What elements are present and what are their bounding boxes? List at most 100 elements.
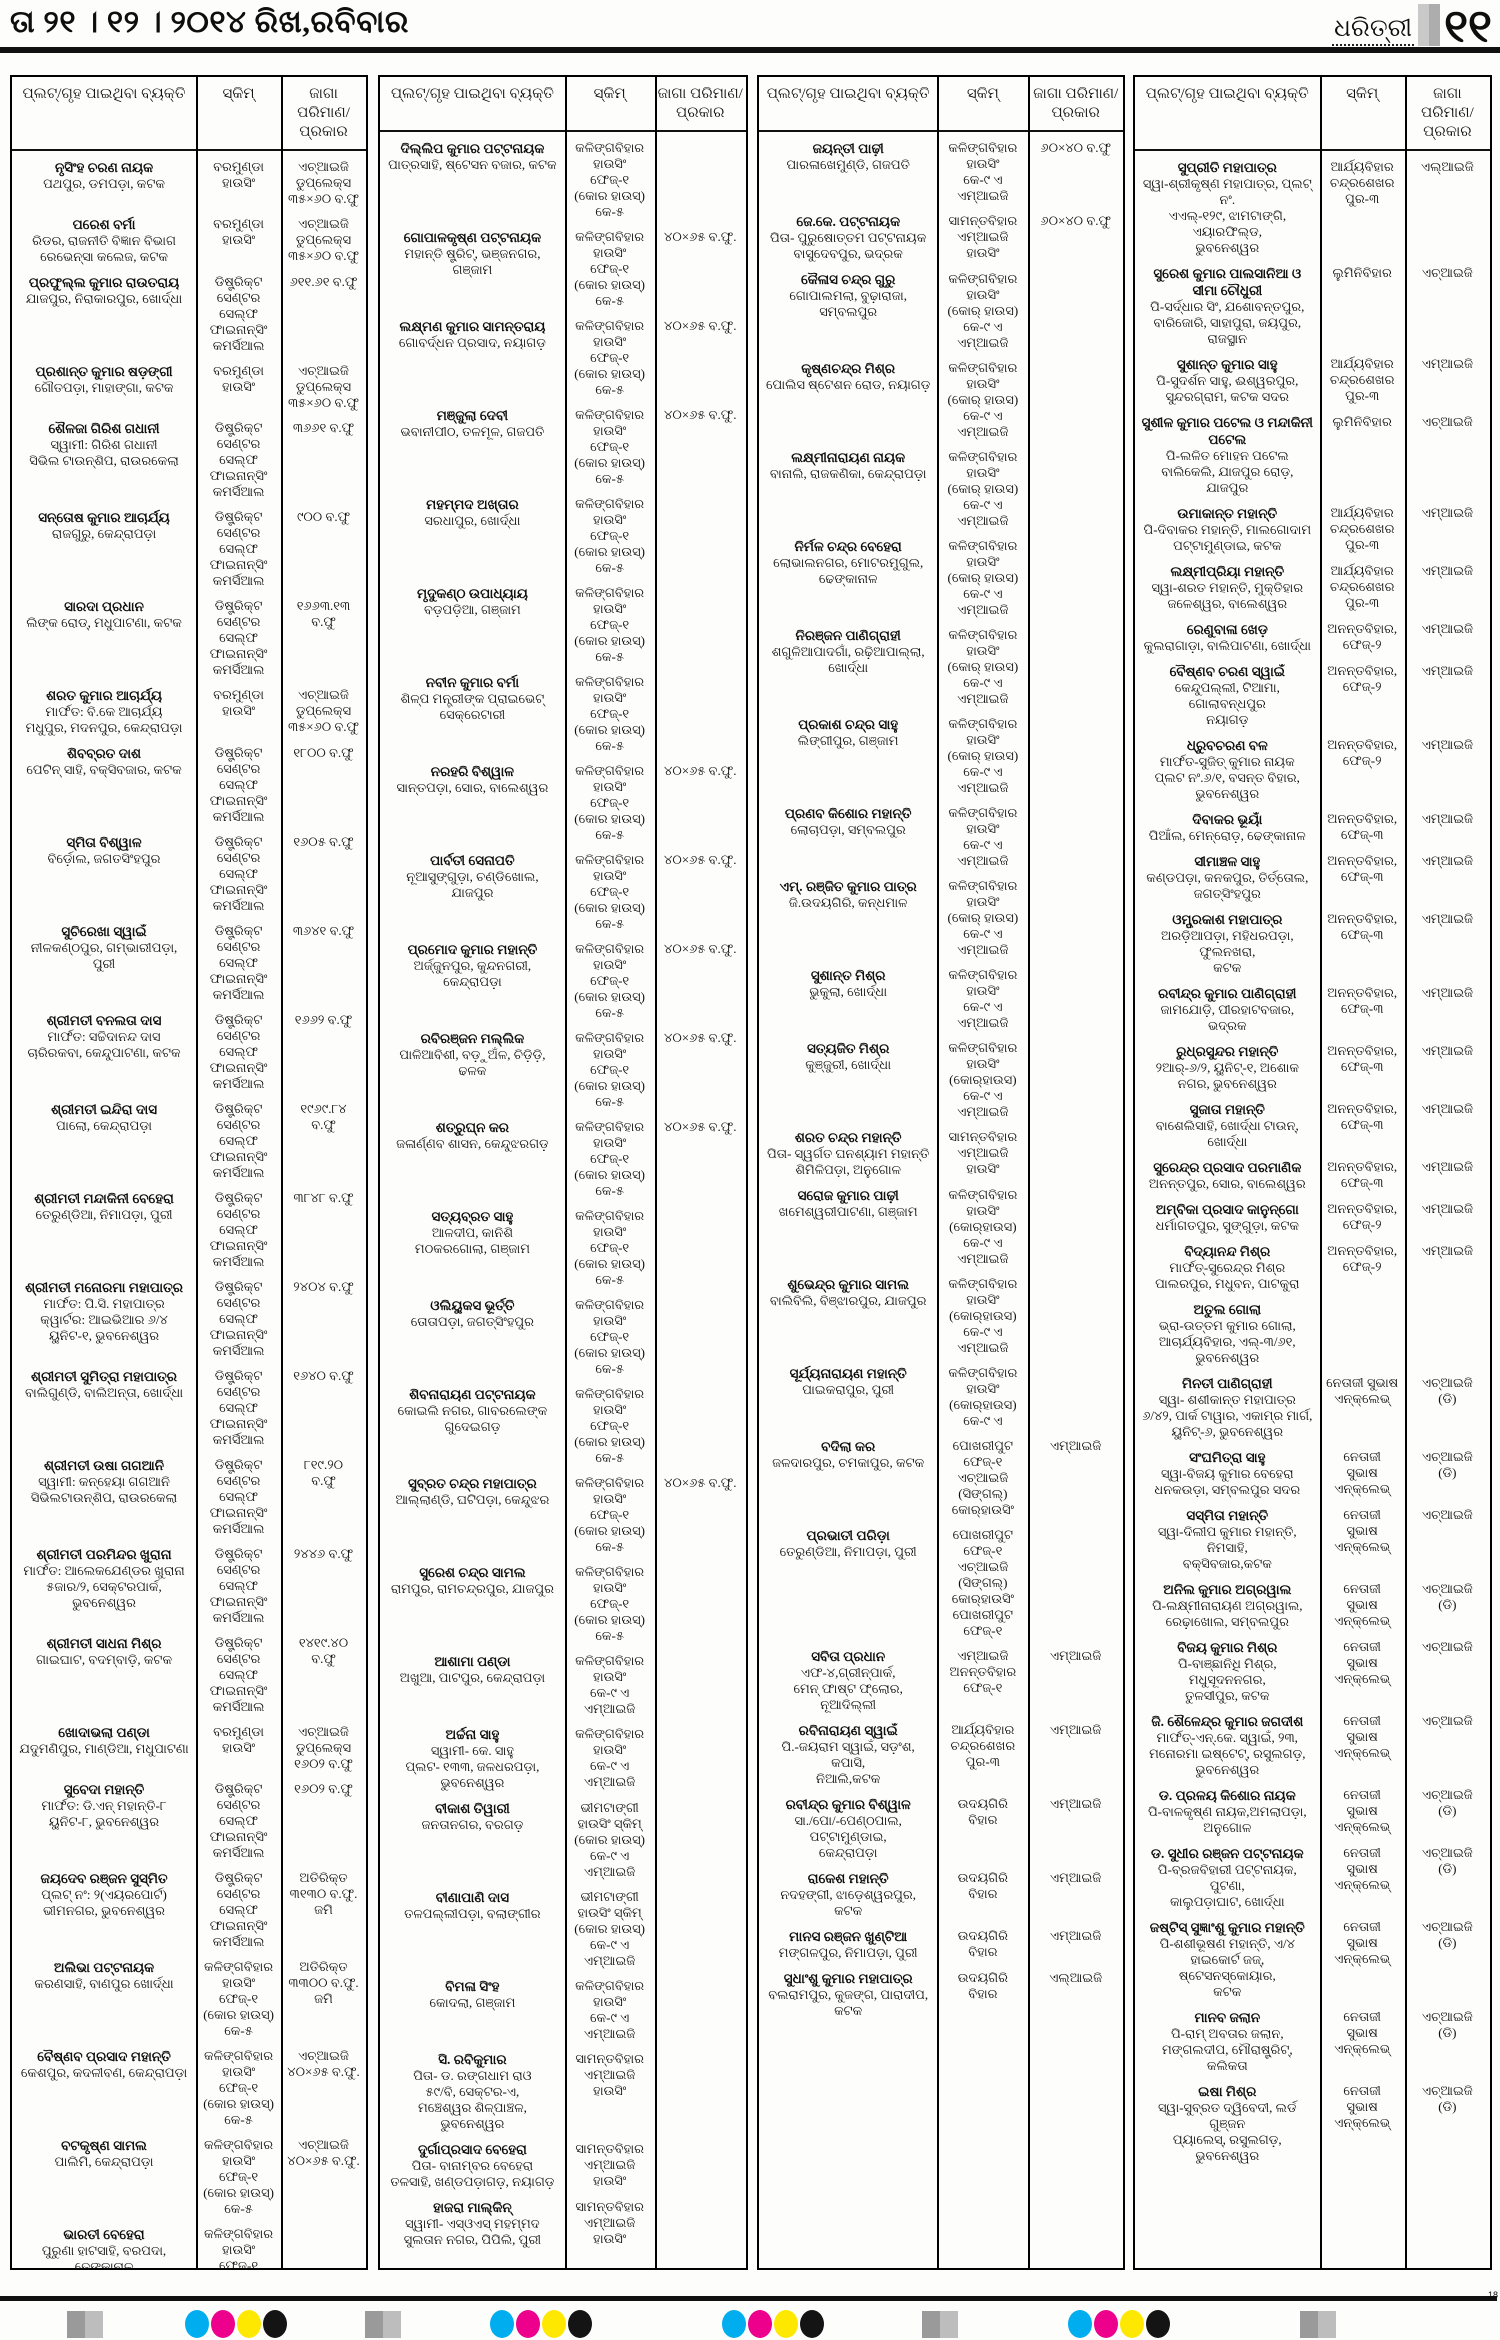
person-address: ୨ଆର୍-୬/୨, ୟୁନିଟ୍-୧, ଅଶୋକ ନଗର, ଭୁବନେଶ୍ୱର	[1155, 1060, 1299, 1091]
person-cell: ରୁଧ୍ରସୁନ୍ଦର ମହାନ୍ତି ୨ଆର୍-୬/୨, ୟୁନିଟ୍-୧, ଅ…	[1135, 1043, 1320, 1092]
person-name: ଦିଲ୍ଲିପ କୁମାର ପଟ୍ଟନାୟକ	[400, 141, 545, 156]
person-cell: ପ୍ରଫୁଲ୍ଲ କୁମାର ରାଉତରାୟ ଯାଜପୁର, ନିରାକାରପୁର…	[12, 274, 196, 354]
person-address: ସ୍ୱାମୀ: କନ୍ହେୟା ଗଗଆନି ସିଭିଲଟାଉନ୍‌ଶିପ, ରା…	[30, 1474, 178, 1505]
area-cell: ଏଚ୍ଆଇଜି ଡୁପ୍ଲେକ୍ସ ୩୫×୬୦ ବ.ଫୁ	[287, 216, 360, 263]
masthead-gray-block	[1418, 4, 1441, 46]
person-cell: ଶ୍ରୀମତୀ ବନଲତା ଦାସ ମାର୍ଫତ: ସଚ୍ଚିଦାନନ୍ଦ ଦାସ…	[12, 1012, 196, 1092]
person-name: ଜୟନ୍ତୀ ପାଢ଼ୀ	[812, 141, 884, 156]
table-row: ସନ୍ତୋଷ କୁମାର ଆଚାର୍ଯ୍ୟ ରାଜଗୁରୁ, କେନ୍ଦ୍ରାପଡ…	[12, 509, 366, 589]
area-cell: ୪୦×୬୫ ବ.ଫୁ.	[664, 1030, 737, 1045]
person-cell: ସୂର୍ଯ୍ୟନାରାୟଣ ମହାନ୍ତି ପାଇକରାପୁର, ପୁରୀ	[759, 1365, 937, 1429]
magenta-dot	[748, 2310, 772, 2338]
table-row: ମାନବ ଜଲାନ ପି-ରାମ୍ ଅବତାର ଜଲାନ, ମଙ୍ଗଲଦୀପ, ମ…	[1135, 2009, 1490, 2074]
table-row: ସ୍ମିତା ବିଶ୍ୱାଳ ବିର୍ଡ଼ୋଲ, ଜଗତସିଂହପୁର ଡିଷ୍ଟ୍…	[12, 834, 366, 914]
table-row: ସରୋଜ କୁମାର ପାଢ଼ୀ ଖମେଶ୍ୱରୀପାଟଣା, ଗଞ୍ଜାମ କଳି…	[759, 1187, 1123, 1267]
person-address: ମହାନ୍ତି ଷ୍ଟ୍ରିଟ୍, ଭଞ୍ଜନଗର, ଗଞ୍ଜାମ	[404, 246, 541, 277]
table-header-person: ପ୍ଲଟ୍/ଗୃହ ପାଇଥିବା ବ୍ୟକ୍ତି	[1145, 86, 1309, 102]
area-cell: ଏଲ୍ଆଇଜି	[1049, 1970, 1103, 1985]
person-address: ନୂଆସୁଙ୍ଗୁଡ଼ା, ଚଣ୍ଡିଖୋଲ, ଯାଜପୁର	[406, 869, 539, 900]
person-name: ସବିତା ପ୍ରଧାନ	[811, 1649, 886, 1664]
cyan-dot	[1068, 2310, 1092, 2338]
area-cell: ଏମ୍ଆଇଜି	[1050, 1722, 1102, 1737]
scheme-cell: ଡିଷ୍ଟ୍ରିକ୍ଟ ସେଣ୍ଟର ସେଲ୍ଫ ଫାଇନାନ୍ସିଂ କମର୍…	[209, 1012, 268, 1091]
cmyk-dot-group	[722, 2310, 824, 2338]
allotment-table: ପ୍ଲଟ୍/ଗୃହ ପାଇଥିବା ବ୍ୟକ୍ତି ସ୍କିମ୍ ଜାଗା ପରିମ…	[757, 75, 1125, 2270]
person-name: ଏମ୍. ରଞ୍ଜିତ କୁମାର ପାତ୍ର	[779, 879, 917, 894]
area-cell: ଏମ୍ଆଇଜି	[1050, 1648, 1102, 1663]
person-name: ପରେଶ ବର୍ମା	[72, 217, 136, 232]
table-row: ଜଷ୍ଟିସ୍ ସୁଜ୍ଞାଂଶୁ କୁମାର ମହାନ୍ତି ପି-ଶଶୀଭୂଷ…	[1135, 1919, 1490, 2000]
area-cell: ୧୪୧୯.୪୦ ବ.ଫୁ	[298, 1635, 349, 1666]
table-row: ବୀଣାପାଣି ଦାସ ତଳପଲ୍ଲୀପଡ଼ା, ବଲାଙ୍ଗୀର ଭୀମଟାଙ୍…	[380, 1889, 746, 1969]
area-cell: ଅତିରିକ୍ତ ୩୩୦୦ ବ.ଫୁ. ଜମି	[288, 1959, 359, 2006]
scheme-cell: କଳିଙ୍ଗବିହାର ହାଉସିଂ ଫେଜ୍-୧ (କୋର ହାଉସ୍) କେ…	[574, 1475, 645, 1554]
scheme-cell: ଡିଷ୍ଟ୍ରିକ୍ଟ ସେଣ୍ଟର ସେଲ୍ଫ ଫାଇନାନ୍ସିଂ କମର୍…	[209, 509, 268, 588]
table-row: ସୁବେଦା ମହାନ୍ତି ମାର୍ଫତ: ଡି.ଏନ୍ ମହାନ୍ତି-୮ ୟ…	[12, 1781, 366, 1861]
area-cell: ୧୬୪୦ ବ.ଫୁ	[293, 1368, 354, 1383]
person-address: ବାଲିବିଲି, ବିଞ୍ଝାରପୁର, ଯାଜପୁର	[769, 1293, 927, 1308]
gray-registration-mark	[365, 2311, 401, 2338]
person-name: ରବୀନ୍ଦ୍ର କୁମାର ବିଶ୍ୱାଳ	[785, 1797, 911, 1812]
table-row: ପ୍ରଶାନ୍ତ କୁମାର ଷଡ଼ଙ୍ଗୀ ଗୌତପଡ଼ା, ମାହାଙ୍ଗା,…	[12, 363, 366, 411]
person-address: ନଦହଙ୍ଗୀ, ଝାଡ଼େଶ୍ୱରପୁର, କଟକ	[780, 1887, 917, 1918]
person-name: ସୁପ୍ରୀତି ମହାପାତ୍ର	[1177, 160, 1277, 175]
scheme-cell: ଡିଷ୍ଟ୍ରିକ୍ଟ ସେଣ୍ଟର ସେଲ୍ଫ ଫାଇନାନ୍ସିଂ କମର୍…	[209, 1546, 268, 1625]
person-cell: ଇଷା ମିଶ୍ର ସ୍ୱା-ସୁବ୍ରତ ଦ୍ୱିବେଦୀ, ଲର୍ଡ ଗୁଞ୍…	[1135, 2083, 1320, 2164]
scheme-cell: ନେତାଜୀ ସୁଭାଷ ଏନ୍‌କ୍ଲେଭ୍	[1334, 1581, 1391, 1628]
table-header-area: ଜାଗା ପରିମାଣ/ ପ୍ରକାର	[1033, 86, 1119, 121]
scheme-cell: ଅନନ୍ତବିହାର, ଫେଜ୍-୨	[1327, 663, 1398, 694]
gray-registration-mark	[1300, 2311, 1336, 2338]
person-name: ଆଶାମା ପଣ୍ଡା	[434, 1654, 511, 1669]
person-address: ପି-ରାମ୍ ଅବତାର ଜଲାନ, ମଙ୍ଗଲଦୀପ, ମୌରାଷ୍ଟ୍ରି…	[1161, 2026, 1293, 2073]
person-cell: ସଂଘମିତ୍ରା ସାହୁ ସ୍ୱା-ବିଜୟ କୁମାର ବେହେରା ଧନକ…	[1135, 1449, 1320, 1498]
scheme-cell: ଅନନ୍ତବିହାର, ଫେଜ୍-୩	[1327, 811, 1398, 842]
scheme-cell: ସାମନ୍ତବିହାର ଏମ୍ଆଇଜି ହାଉସିଂ	[948, 1129, 1018, 1176]
area-cell: ୪୦×୬୫ ବ.ଫୁ.	[664, 763, 737, 778]
person-name: ସତ୍ୟବ୍ରତ ସାହୁ	[431, 1209, 514, 1224]
person-name: ଓଲିୟୁକସ ଭୂର୍ତ୍ତି	[430, 1298, 515, 1313]
person-address: ଭବାନୀପୀଠ, ତଳମୂଳ, ଗଜପତି	[400, 424, 545, 439]
person-address: ରାମପୁର, ରାମଚନ୍ଦ୍ରପୁର, ଯାଜପୁର	[390, 1581, 555, 1596]
area-cell	[654, 1889, 746, 1969]
table-row: ହାଜରା ମାଲ୍‌କିନ୍ ସ୍ୱାମୀ- ଏସ୍ଓଏସ୍ ମହମ୍ମଦ ସୁ…	[380, 2199, 746, 2248]
table-row: ପ୍ରଣବ କିଶୋର ମହାନ୍ତି ଲୋଚାପଡ଼ା, ସମ୍ବଲପୁର କଳି…	[759, 805, 1123, 869]
table-row: ସୁଧାଂଶୁ କୁମାର ମହାପାତ୍ର ବଲରାମପୁର, କୁଜଙ୍ଗ, …	[759, 1970, 1123, 2019]
person-address: ପିତା- ସ୍ୱର୍ଗତ ଘନଶ୍ୟାମ ମହାନ୍ତି ଶିମିଳିପଡ଼ା…	[767, 1146, 930, 1177]
area-cell: ଏମ୍ଆଇଜି	[1421, 1101, 1473, 1116]
table-row: ସୀମାଞ୍ଚଳ ସାହୁ କଣ୍ଡପଡ଼ା, କନକପୁର, ତିର୍ତ୍ତୋଲ…	[1135, 853, 1490, 902]
table-row: ଶ୍ରୀମତୀ ପରମିନ୍ଦର ଖୁରାନା ମାର୍ଫତ: ଆଲେକଯେଣ୍ଡ…	[12, 1546, 366, 1626]
person-cell: କୈଳାସ ଚନ୍ଦ୍ର ଗୁରୁ ଗୋପାଲମଲା, ବୁଢ଼ାରାଜା, ସମ…	[759, 271, 937, 351]
area-cell: ଏମ୍ଆଇଜି	[1421, 811, 1473, 826]
person-cell: ବିଜୟ କୁମାର ମିଶ୍ର ପି-ବାଞ୍ଛାନିଧି ମିଶ୍ର, ମଧୁ…	[1135, 1639, 1320, 1704]
table-row: ସସ୍ମିତା ମହାନ୍ତି ସ୍ୱା-ଦିଲୀପ କୁମାର ମହାନ୍ତି,…	[1135, 1507, 1490, 1572]
table-row: ଶ୍ରୀମତୀ ସୁମିତ୍ରା ମହାପାତ୍ର ବାଲିଗୁଣ୍ଡି, ବାଲ…	[12, 1368, 366, 1448]
table-header-area: ଜାଗା ପରିମାଣ/ ପ୍ରକାର	[657, 86, 743, 121]
person-cell: ପ୍ରଣବ କିଶୋର ମହାନ୍ତି ଲୋଚାପଡ଼ା, ସମ୍ବଲପୁର	[759, 805, 937, 869]
person-name: ସୁଚିରେଖା ସ୍ୱାଇଁ	[61, 924, 147, 939]
table-row: ନବୀନ କୁମାର ବର୍ମା ଶିଳ୍ପ ମନ୍ତ୍ରୀଙ୍କ ପ୍ରାଇଭେ…	[380, 674, 746, 754]
scheme-cell: ଲୁମିନିବିହାର	[1332, 265, 1392, 280]
scheme-cell: ଡିଷ୍ଟ୍ରିକ୍ଟ ସେଣ୍ଟର ସେଲ୍ଫ ଫାଇନାନ୍ସିଂ କମର୍…	[209, 745, 268, 824]
person-cell: ଜି. ଶୈଳେନ୍ଦ୍ର କୁମାର ଜଗଦୀଶ ମାର୍ଫତ୍-ଏନ୍.କେ.…	[1135, 1713, 1320, 1778]
magenta-dot	[516, 2310, 540, 2338]
person-name: ନିର୍ମଳ ଚନ୍ଦ୍ର ବେହେରା	[794, 539, 902, 554]
table-row: ଶୈଳଜା ଗିରିଶ ଗଧାନୀ ସ୍ୱାମୀ: ଗିରିଶ ଗଧାନୀ ସିଭ…	[12, 420, 366, 500]
person-cell: ନରହରି ବିଶ୍ୱାଳ ସାନ୍ତପଡ଼ା, ସୋର, ବାଲେଶ୍ୱର	[380, 763, 565, 843]
person-address: ତେରୁଣ୍ଡିଆ, ନିମାପଡ଼ା, ପୁରୀ	[35, 1207, 173, 1222]
table-body: ଜୟନ୍ତୀ ପାଢ଼ୀ ପାରଳାଖେମୁଣ୍ଡି, ଗଜପତି କଳିଙ୍ଗବି…	[759, 132, 1123, 2019]
person-cell: ରେଣୁବାଳା ଖେଡ଼ କୁଲରାଗାଡ଼ା, ବାଲିପାଟଣା, ଖୋର୍…	[1135, 621, 1320, 654]
person-name: ସଂଘମିତ୍ରା ସାହୁ	[1189, 1450, 1266, 1465]
person-cell: ଶ୍ରୀମତୀ ସାଧନା ମିଶ୍ର ଗାଇଘାଟ, ବଦମ୍ବାଡ଼ି, କଟ…	[12, 1635, 196, 1715]
person-address: ଏଫ-୪,ଗ୍ରୀନ୍‌ପାର୍କ, ମେନ୍ ଫାଷ୍ଟ ଫ୍ଲୋର, ନୂଆ…	[793, 1665, 903, 1712]
scheme-cell: ଡିଷ୍ଟ୍ରିକ୍ଟ ସେଣ୍ଟର ସେଲ୍ଫ ଫାଇନାନ୍ସିଂ କମର୍…	[209, 598, 268, 677]
scheme-cell: ନେତାଜୀ ସୁଭାଷ ଏନ୍‌କ୍ଲେଭ୍	[1334, 1639, 1391, 1686]
area-cell: ଏଚ୍ଆଇଜି (ଡି)	[1421, 1581, 1473, 1612]
person-cell: ବୈଷ୍ଣବ ଚରଣ ସ୍ୱାଇଁ କେନ୍ଦୁପଲ୍ଲୀ, ଟିଆମା, ଗୋଲ…	[1135, 663, 1320, 728]
scheme-cell: ଅନନ୍ତବିହାର, ଫେଜ୍-୩	[1327, 911, 1398, 942]
person-address: ସାନ୍ତପଡ଼ା, ସୋର, ବାଲେଶ୍ୱର	[396, 780, 549, 795]
table-row: ଶିବନାରାୟଣ ପଟ୍ଟନାୟକ କୋଇଲି ନଗର, ଗାବରଲେଙ୍କ ଗ…	[380, 1386, 746, 1466]
person-name: ଶରତ ଚନ୍ଦ୍ର ମହାନ୍ତି	[794, 1130, 902, 1145]
scheme-cell: କଳିଙ୍ଗବିହାର ହାଉସିଂ ଫେଜ୍-୧ (କୋର ହାଉସ୍) କେ…	[574, 941, 645, 1020]
person-address: ରିଡର, ରାଜନୀତି ବିଜ୍ଞାନ ବିଭାଗ ରେଭେନ୍ସା କଲେ…	[32, 233, 176, 264]
person-cell: ଅମ୍ବିକା ପ୍ରସାଦ କାନୁନ୍‌ଗୋ ଧର୍ମାଗତପୁର, ସୁଙ୍…	[1135, 1201, 1320, 1234]
